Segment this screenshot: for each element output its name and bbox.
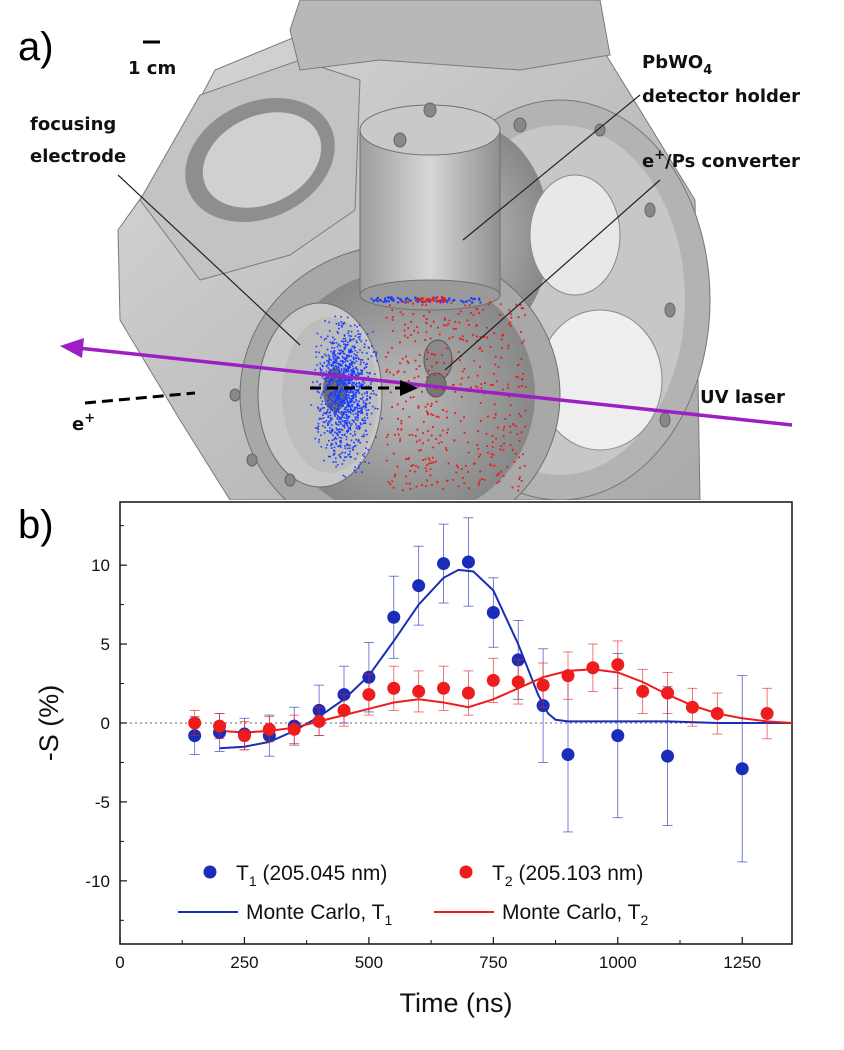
- data-point: [760, 707, 774, 721]
- data-point: [362, 688, 376, 702]
- data-point: [412, 684, 426, 698]
- data-point: [561, 669, 575, 683]
- legend-label: T1 (205.045 nm): [236, 862, 387, 889]
- positron-cloud: [310, 296, 482, 478]
- data-point: [312, 714, 326, 728]
- label-detector-holder: detector holder: [642, 86, 800, 107]
- x-tick-label: 0: [115, 953, 124, 972]
- label-electrode: electrode: [30, 146, 126, 167]
- legend-label: T2 (205.103 nm): [492, 862, 643, 889]
- positron-arrowhead: [400, 380, 418, 396]
- data-point: [486, 673, 500, 687]
- data-point: [685, 700, 699, 714]
- data-point: [437, 557, 451, 571]
- positronium-cloud: [385, 296, 527, 492]
- data-point: [237, 729, 251, 743]
- data-point: [262, 722, 276, 736]
- data-point: [213, 719, 227, 733]
- data-point: [636, 684, 650, 698]
- y-tick-label: -10: [85, 872, 110, 891]
- data-point: [536, 678, 550, 692]
- legend-label: Monte Carlo, T1: [246, 901, 393, 928]
- signal-chart: b) 0 250 500 750 1000 1250 -10 -5 0 5 10 Time (ns) -…: [18, 501, 793, 1018]
- data-point: [461, 686, 475, 700]
- x-tick-label: 1000: [599, 953, 637, 972]
- x-tick-label: 1250: [723, 953, 761, 972]
- data-point: [437, 681, 451, 695]
- data-point: [486, 606, 500, 619]
- data-point: [337, 703, 351, 717]
- leader-lines: [117, 94, 661, 371]
- label-uv-laser: UV laser: [700, 387, 785, 408]
- x-tick-label: 250: [230, 953, 258, 972]
- positron-beam-in: [84, 391, 196, 405]
- uv-laser-beam: [77, 346, 793, 427]
- y-tick-label: -5: [95, 793, 110, 812]
- data-point: [611, 658, 625, 672]
- data-point: [710, 707, 724, 721]
- y-tick-label: 10: [91, 556, 110, 575]
- y-axis-title: -S (%): [34, 685, 64, 762]
- x-axis-title: Time (ns): [400, 988, 513, 1018]
- scale-bar-label: 1 cm: [128, 58, 176, 79]
- x-tick-label: 750: [479, 953, 507, 972]
- data-point: [586, 661, 600, 675]
- data-point: [461, 555, 475, 569]
- data-point: [661, 749, 675, 763]
- data-point: [561, 748, 575, 762]
- panel-b-letter: b): [18, 503, 54, 547]
- x-tick-label: 500: [355, 953, 383, 972]
- legend-marker: [459, 865, 473, 879]
- apparatus-figure: a): [18, 0, 800, 500]
- y-tick-label: 0: [101, 714, 110, 733]
- legend-marker: [203, 865, 217, 879]
- data-point: [412, 579, 426, 593]
- data-point: [735, 762, 749, 776]
- series-2: [188, 640, 774, 751]
- label-positron: e+: [72, 411, 95, 435]
- laser-arrowhead: [60, 338, 84, 358]
- data-point: [611, 729, 625, 743]
- label-pbwo: PbWO4: [642, 52, 712, 78]
- data-point: [511, 675, 525, 689]
- panel-a-letter: a): [18, 25, 54, 69]
- label-focusing: focusing: [30, 114, 116, 135]
- data-point: [387, 610, 401, 624]
- data-point: [661, 686, 675, 700]
- data-point: [287, 722, 301, 736]
- data-point: [387, 681, 401, 695]
- mc-line-1: [219, 568, 792, 750]
- vacuum-chamber: [117, 0, 711, 500]
- legend-label: Monte Carlo, T2: [502, 901, 649, 928]
- legend: T1 (205.045 nm) T2 (205.103 nm) Monte Carl…: [178, 862, 649, 928]
- label-converter: e+/Ps converter: [642, 148, 800, 172]
- y-tick-label: 5: [101, 635, 110, 654]
- data-point: [188, 716, 202, 730]
